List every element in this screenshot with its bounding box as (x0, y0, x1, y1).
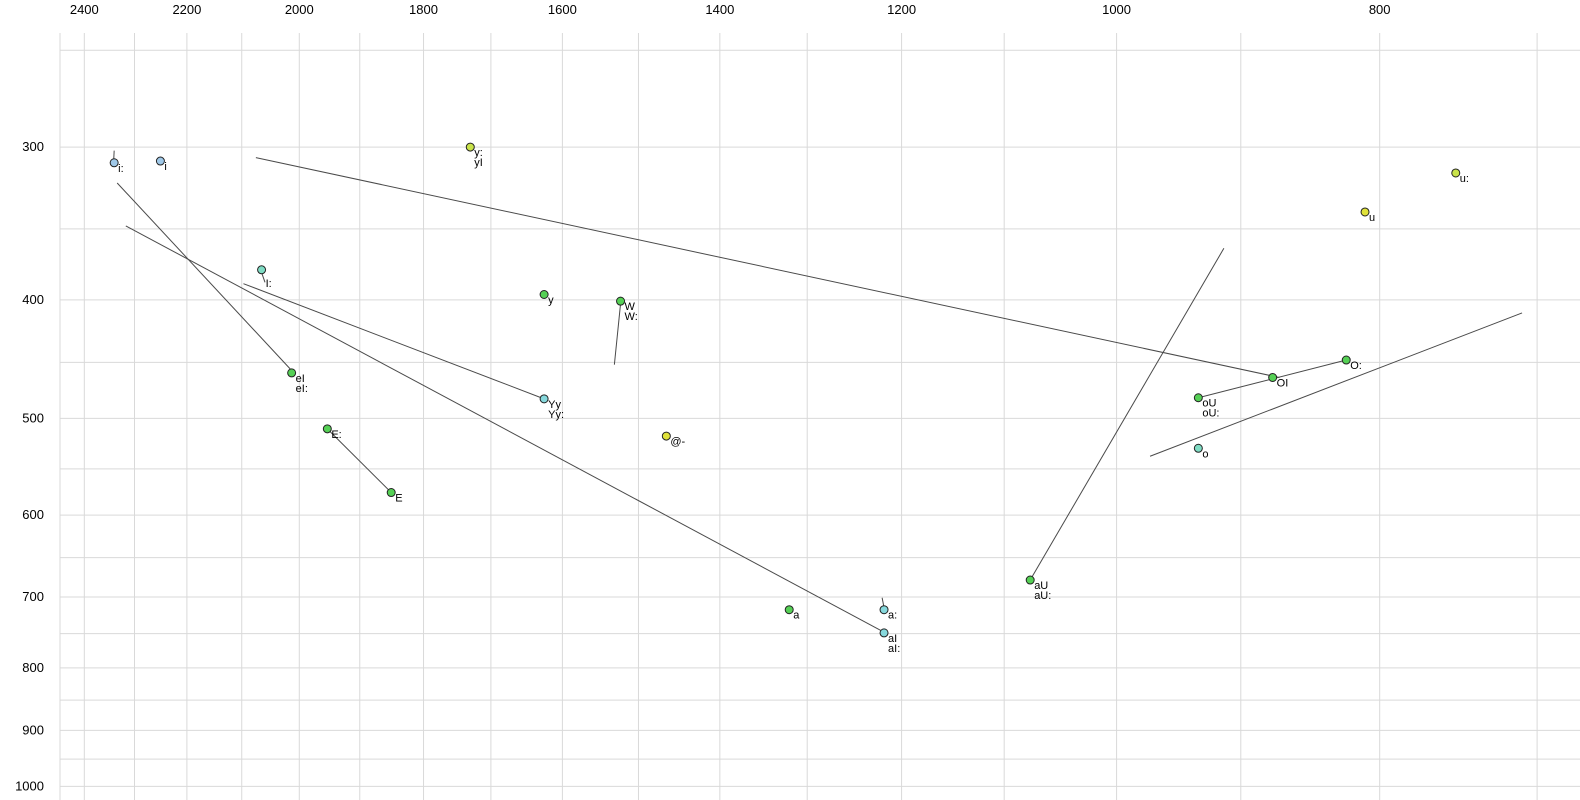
vowel-point-E-long (322, 424, 332, 434)
vowel-label-u-long: u: (1460, 173, 1469, 185)
x-tick-label: 1000 (1102, 2, 1131, 17)
vowel-label-O-long: O: (1350, 360, 1362, 372)
vowel-point-u (1360, 207, 1370, 217)
y-tick-label: 900 (22, 722, 44, 737)
vowel-point-oU (1193, 393, 1203, 403)
vowel-point-W (616, 296, 626, 306)
vowel-label-oU: oU (1202, 398, 1216, 410)
vowel-label-i: i (164, 161, 166, 173)
vowel-label-u: u (1369, 212, 1375, 224)
vowel-label-aI: aI (888, 633, 897, 645)
vowel-label-y-long: yI (474, 157, 483, 169)
y-tick-label: 1000 (15, 778, 44, 793)
x-tick-label: 1800 (409, 2, 438, 17)
x-tick-label: 1600 (548, 2, 577, 17)
vowel-label-aI: aI: (888, 643, 900, 655)
y-tick-label: 500 (22, 410, 44, 425)
vowel-point-i (155, 156, 165, 166)
vowel-point-a (784, 605, 794, 615)
vowel-point-OI (1268, 372, 1278, 382)
vowel-label-aU: aU (1034, 580, 1048, 592)
vowel-point-aI (879, 628, 889, 638)
vowel-point-a-long (879, 605, 889, 615)
x-tick-label: 1400 (705, 2, 734, 17)
y-tick-label: 400 (22, 292, 44, 307)
vowel-label-W: W (625, 301, 636, 313)
vowel-label-oU: oU: (1202, 408, 1219, 420)
x-tick-label: 2200 (172, 2, 201, 17)
x-tick-label: 2400 (70, 2, 99, 17)
connection-line (116, 182, 294, 373)
vowel-label-schwa: @- (670, 436, 685, 448)
vowel-point-y (539, 289, 549, 299)
vowel-label-W: W: (625, 311, 638, 323)
connection-line (1029, 248, 1225, 581)
y-tick-label: 300 (22, 139, 44, 154)
vowel-label-eI: eI: (296, 383, 308, 395)
vowel-label-Yy: Yy (548, 399, 561, 411)
vowel-point-u-long (1451, 168, 1461, 178)
vowel-point-i-long (109, 158, 119, 168)
connection-line (1149, 312, 1523, 457)
connection-line (243, 283, 545, 400)
vowel-label-a-long: a: (888, 610, 897, 622)
vowel-label-E: E (395, 493, 402, 505)
vowel-point-y-long (465, 142, 475, 152)
connection-line (326, 428, 392, 493)
y-tick-label: 700 (22, 589, 44, 604)
vowel-label-y-long: y: (474, 147, 483, 159)
vowel-point-aU (1025, 575, 1035, 585)
vowel-label-OI: OI (1277, 377, 1289, 389)
vowel-point-E (386, 488, 396, 498)
vowel-label-Yy: Yy: (548, 409, 564, 421)
connection-line (613, 303, 622, 365)
x-tick-label: 800 (1369, 2, 1391, 17)
vowel-label-o: o (1202, 448, 1208, 460)
vowel-label-i-long: i: (118, 163, 124, 175)
vowel-label-aU: aU: (1034, 590, 1051, 602)
vowel-label-a: a (793, 610, 800, 622)
vowel-point-eI (287, 368, 297, 378)
connection-line (125, 225, 885, 633)
x-tick-label: 1200 (887, 2, 916, 17)
vowel-point-O-long (1341, 355, 1351, 365)
x-tick-label: 2000 (285, 2, 314, 17)
y-tick-label: 800 (22, 660, 44, 675)
vowel-point-schwa (661, 431, 671, 441)
vowel-point-Yy (539, 394, 549, 404)
vowel-label-I-long: I: (266, 278, 272, 290)
vowel-label-eI: eI (296, 373, 305, 385)
vowel-point-o (1193, 443, 1203, 453)
connection-line (255, 157, 1280, 378)
y-tick-label: 600 (22, 507, 44, 522)
vowel-label-y: y (548, 294, 554, 306)
vowel-point-I-long (257, 265, 267, 275)
vowel-label-E-long: E: (331, 429, 341, 441)
